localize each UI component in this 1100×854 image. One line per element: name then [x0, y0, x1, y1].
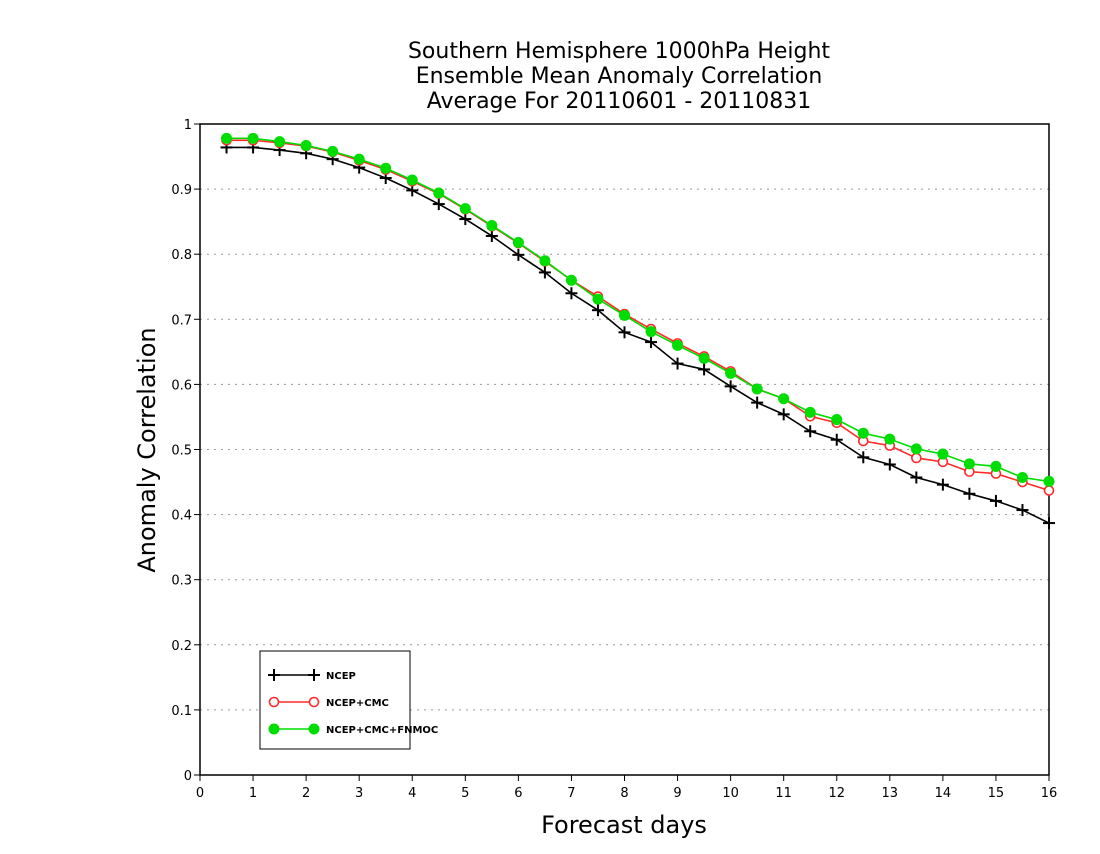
legend-marker-2: [268, 696, 280, 708]
chart-title-line: Ensemble Mean Anomaly Correlation: [416, 64, 823, 89]
x-tick-label: 10: [722, 786, 739, 801]
series-line-1: [226, 146, 1050, 524]
series-3-point: [698, 352, 710, 364]
y-tick-label: 0.6: [171, 378, 192, 393]
legend-marker-3: [268, 723, 280, 735]
series-3-point: [565, 274, 577, 286]
series-3-point: [1043, 475, 1055, 487]
series-3-point: [1016, 471, 1028, 483]
legend-label-2: NCEP+CMC: [326, 698, 389, 709]
x-tick-label: 3: [355, 786, 363, 801]
y-axis-label: Anomaly Correlation: [133, 327, 161, 572]
x-tick-label: 14: [935, 786, 952, 801]
x-tick-label: 6: [514, 786, 522, 801]
series-3-point: [963, 458, 975, 470]
legend-label-1: NCEP: [326, 671, 356, 682]
legend-marker-2: [308, 696, 320, 708]
x-tick-label: 16: [1041, 786, 1058, 801]
y-tick-label: 0.1: [171, 704, 192, 719]
series-3-point: [247, 132, 259, 144]
series-3-point: [990, 460, 1002, 472]
series-3-point: [327, 145, 339, 157]
series-line-2: [226, 139, 1050, 492]
x-tick-label: 7: [567, 786, 575, 801]
series-3-point: [725, 367, 737, 379]
x-axis-label: Forecast days: [541, 811, 707, 839]
chart-title-line: Southern Hemisphere 1000hPa Height: [408, 39, 830, 64]
legend-label-3: NCEP+CMC+FNMOC: [326, 725, 438, 736]
x-tick-label: 4: [408, 786, 416, 801]
series-3-point: [910, 443, 922, 455]
series-3-point: [645, 326, 657, 338]
series-3-point: [804, 406, 816, 418]
y-tick-label: 0.7: [171, 313, 192, 328]
x-tick-label: 1: [249, 786, 257, 801]
x-tick-label: 13: [882, 786, 899, 801]
x-tick-label: 2: [302, 786, 310, 801]
series-3-point: [433, 187, 445, 199]
y-tick-label: 0.9: [171, 183, 192, 198]
legend-marker-3: [308, 723, 320, 735]
series-line-3: [226, 137, 1050, 483]
y-tick-label: 0.4: [171, 509, 192, 524]
chart-title-line: Average For 20110601 - 20110831: [427, 89, 812, 114]
series-3-point: [539, 255, 551, 267]
x-tick-label: 12: [828, 786, 845, 801]
y-tick-label: 0.5: [171, 444, 192, 459]
y-tick-label: 0.2: [171, 639, 192, 654]
legend-box: [259, 650, 411, 750]
series-3-point: [486, 220, 498, 232]
x-tick-label: 15: [988, 786, 1005, 801]
series-3-point: [221, 132, 233, 144]
series-3-point: [857, 427, 869, 439]
series-3-point: [459, 203, 471, 215]
y-tick-label: 0.8: [171, 248, 192, 263]
series-2-point: [911, 452, 922, 464]
x-tick-label: 5: [461, 786, 469, 801]
series-3-point: [778, 393, 790, 405]
series-3-point: [592, 293, 604, 305]
series-3-point: [380, 162, 392, 174]
series-3-point: [512, 236, 524, 248]
x-tick-label: 9: [673, 786, 681, 801]
series-3-point: [831, 414, 843, 426]
series-3-point: [672, 339, 684, 351]
series-3-point: [619, 309, 630, 321]
series-2-point: [1043, 485, 1055, 496]
series-3-point: [751, 383, 763, 395]
x-tick-label: 8: [620, 786, 628, 801]
series-3-point: [353, 153, 365, 165]
series-3-point: [406, 174, 418, 186]
y-tick-label: 1: [184, 118, 192, 133]
x-tick-label: 11: [775, 786, 792, 801]
series-3-point: [274, 136, 286, 148]
y-tick-label: 0.3: [171, 574, 192, 589]
series-3-point: [884, 433, 896, 445]
y-tick-label: 0: [184, 769, 192, 784]
series-3-point: [300, 139, 312, 151]
series-3-point: [937, 448, 949, 460]
x-tick-label: 0: [196, 786, 204, 801]
